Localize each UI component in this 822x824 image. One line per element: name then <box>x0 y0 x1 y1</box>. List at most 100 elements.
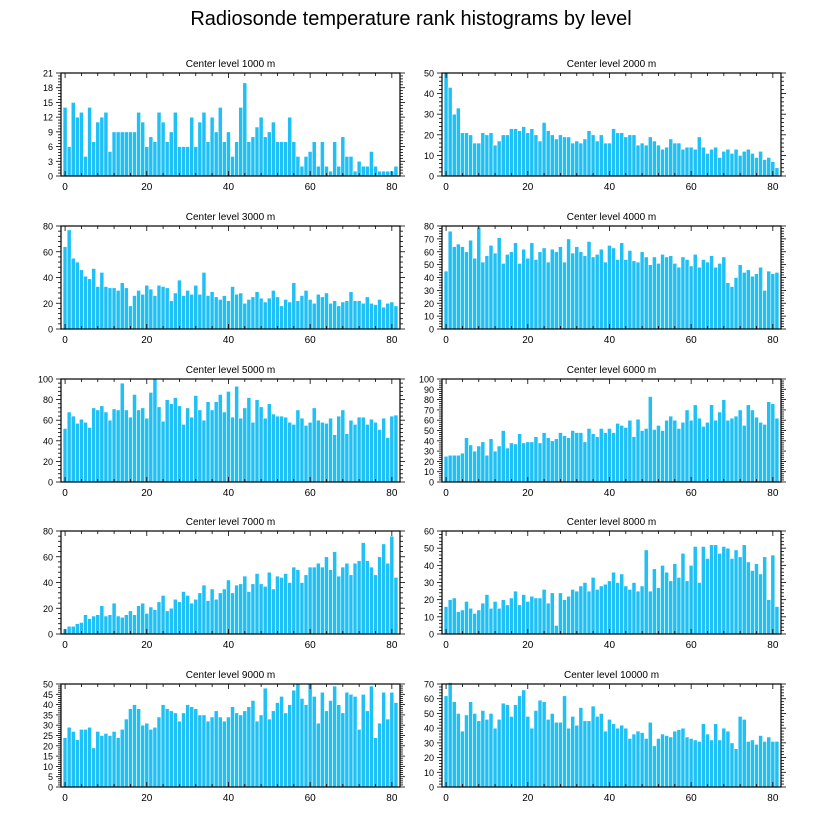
histogram-bar <box>328 700 333 788</box>
histogram-bar <box>611 247 616 330</box>
histogram-bar <box>545 719 551 788</box>
histogram-bar <box>549 713 555 788</box>
histogram-bar <box>181 146 186 177</box>
histogram-bar <box>201 584 207 635</box>
histogram-bar <box>696 266 702 330</box>
histogram-bar <box>262 586 268 635</box>
y-tick-label: 20 <box>43 299 53 309</box>
histogram-bar <box>529 727 535 788</box>
histogram-bar <box>480 602 486 635</box>
histogram-bar <box>460 246 465 330</box>
histogram-bar <box>262 136 268 177</box>
histogram-bar <box>664 146 669 177</box>
histogram-bar <box>619 573 625 635</box>
histogram-bar <box>115 409 121 483</box>
histogram-bar <box>721 399 727 483</box>
histogram-bar <box>295 300 301 330</box>
histogram-bar <box>582 255 588 330</box>
y-tick-label: 10 <box>43 762 53 772</box>
histogram-bar <box>156 111 162 177</box>
histogram-bar <box>275 702 280 788</box>
histogram-bar <box>656 263 661 330</box>
histogram-bar <box>336 165 342 177</box>
histogram-bar <box>505 704 510 788</box>
histogram-bar <box>107 287 113 330</box>
histogram-bar <box>283 299 288 330</box>
histogram-bar <box>364 710 370 788</box>
histogram-bar <box>554 625 559 635</box>
histogram-bar <box>344 156 350 177</box>
histogram-bar <box>505 254 510 330</box>
histogram-bar <box>647 136 653 177</box>
histogram-bar <box>607 580 612 635</box>
histogram-bar <box>79 729 84 788</box>
histogram-bar <box>111 131 117 177</box>
panel-title: Center level 4000 m <box>567 212 657 223</box>
histogram-bar <box>254 399 260 483</box>
histogram-bar <box>652 568 657 635</box>
y-tick-label: 40 <box>43 700 53 710</box>
histogram-bar <box>209 588 215 635</box>
histogram-bar <box>762 741 768 788</box>
histogram-bar <box>213 131 219 177</box>
y-tick-label: 60 <box>424 694 434 704</box>
histogram-bar <box>562 695 567 788</box>
histogram-bar <box>594 254 600 330</box>
x-tick-label: 0 <box>62 488 68 499</box>
histogram-bar <box>320 691 325 788</box>
histogram-bar <box>745 741 751 788</box>
histogram-bar <box>754 744 759 788</box>
histogram-bar <box>533 710 539 788</box>
histogram-bar <box>696 741 702 788</box>
histogram-bar <box>119 616 125 635</box>
x-tick-label: 40 <box>604 488 616 499</box>
histogram-bar <box>656 425 661 483</box>
histogram-bar <box>377 429 382 483</box>
histogram-bar <box>226 579 231 635</box>
histogram-bar <box>717 553 723 635</box>
histogram-bar <box>332 685 337 788</box>
histogram-bar <box>533 597 539 635</box>
x-tick-label: 80 <box>386 640 398 651</box>
histogram-bar <box>250 583 256 635</box>
histogram-bar <box>652 745 657 788</box>
histogram-bar <box>70 731 76 788</box>
histogram-bar <box>554 721 559 788</box>
y-tick-label: 30 <box>424 286 434 296</box>
histogram-bar <box>680 148 686 177</box>
histogram-bar <box>79 111 84 177</box>
histogram-bar <box>303 425 309 483</box>
histogram-bar <box>635 261 641 330</box>
histogram-bar <box>607 245 612 330</box>
histogram-bar <box>360 693 366 788</box>
histogram-bar <box>598 428 604 483</box>
histogram-bar <box>344 433 350 483</box>
histogram-bar <box>254 291 260 330</box>
histogram-bar <box>741 150 747 177</box>
histogram-bar <box>701 146 706 177</box>
histogram-bar <box>287 421 293 483</box>
histogram-bar <box>611 571 616 635</box>
histogram-bar <box>750 739 755 788</box>
histogram-bar <box>729 417 735 483</box>
x-tick-label: 20 <box>522 640 534 651</box>
histogram-bar <box>603 432 608 483</box>
histogram-bar <box>762 290 768 330</box>
histogram-bar <box>238 583 244 635</box>
histogram-bar <box>729 742 735 788</box>
histogram-bar <box>348 156 354 177</box>
histogram-bar <box>643 549 649 635</box>
histogram-bar <box>226 391 231 483</box>
y-tick-label: 20 <box>43 741 53 751</box>
histogram-bar <box>311 696 317 788</box>
histogram-bar <box>295 569 301 635</box>
y-tick-label: 10 <box>424 151 434 161</box>
plot-frame <box>441 72 782 177</box>
histogram-bar <box>107 419 113 483</box>
y-tick-label: 0 <box>429 478 434 488</box>
histogram-bar <box>611 128 616 177</box>
x-tick-label: 0 <box>62 335 68 346</box>
histogram-bar <box>570 430 576 483</box>
histogram-bar <box>525 441 531 483</box>
histogram-bar <box>652 429 657 483</box>
